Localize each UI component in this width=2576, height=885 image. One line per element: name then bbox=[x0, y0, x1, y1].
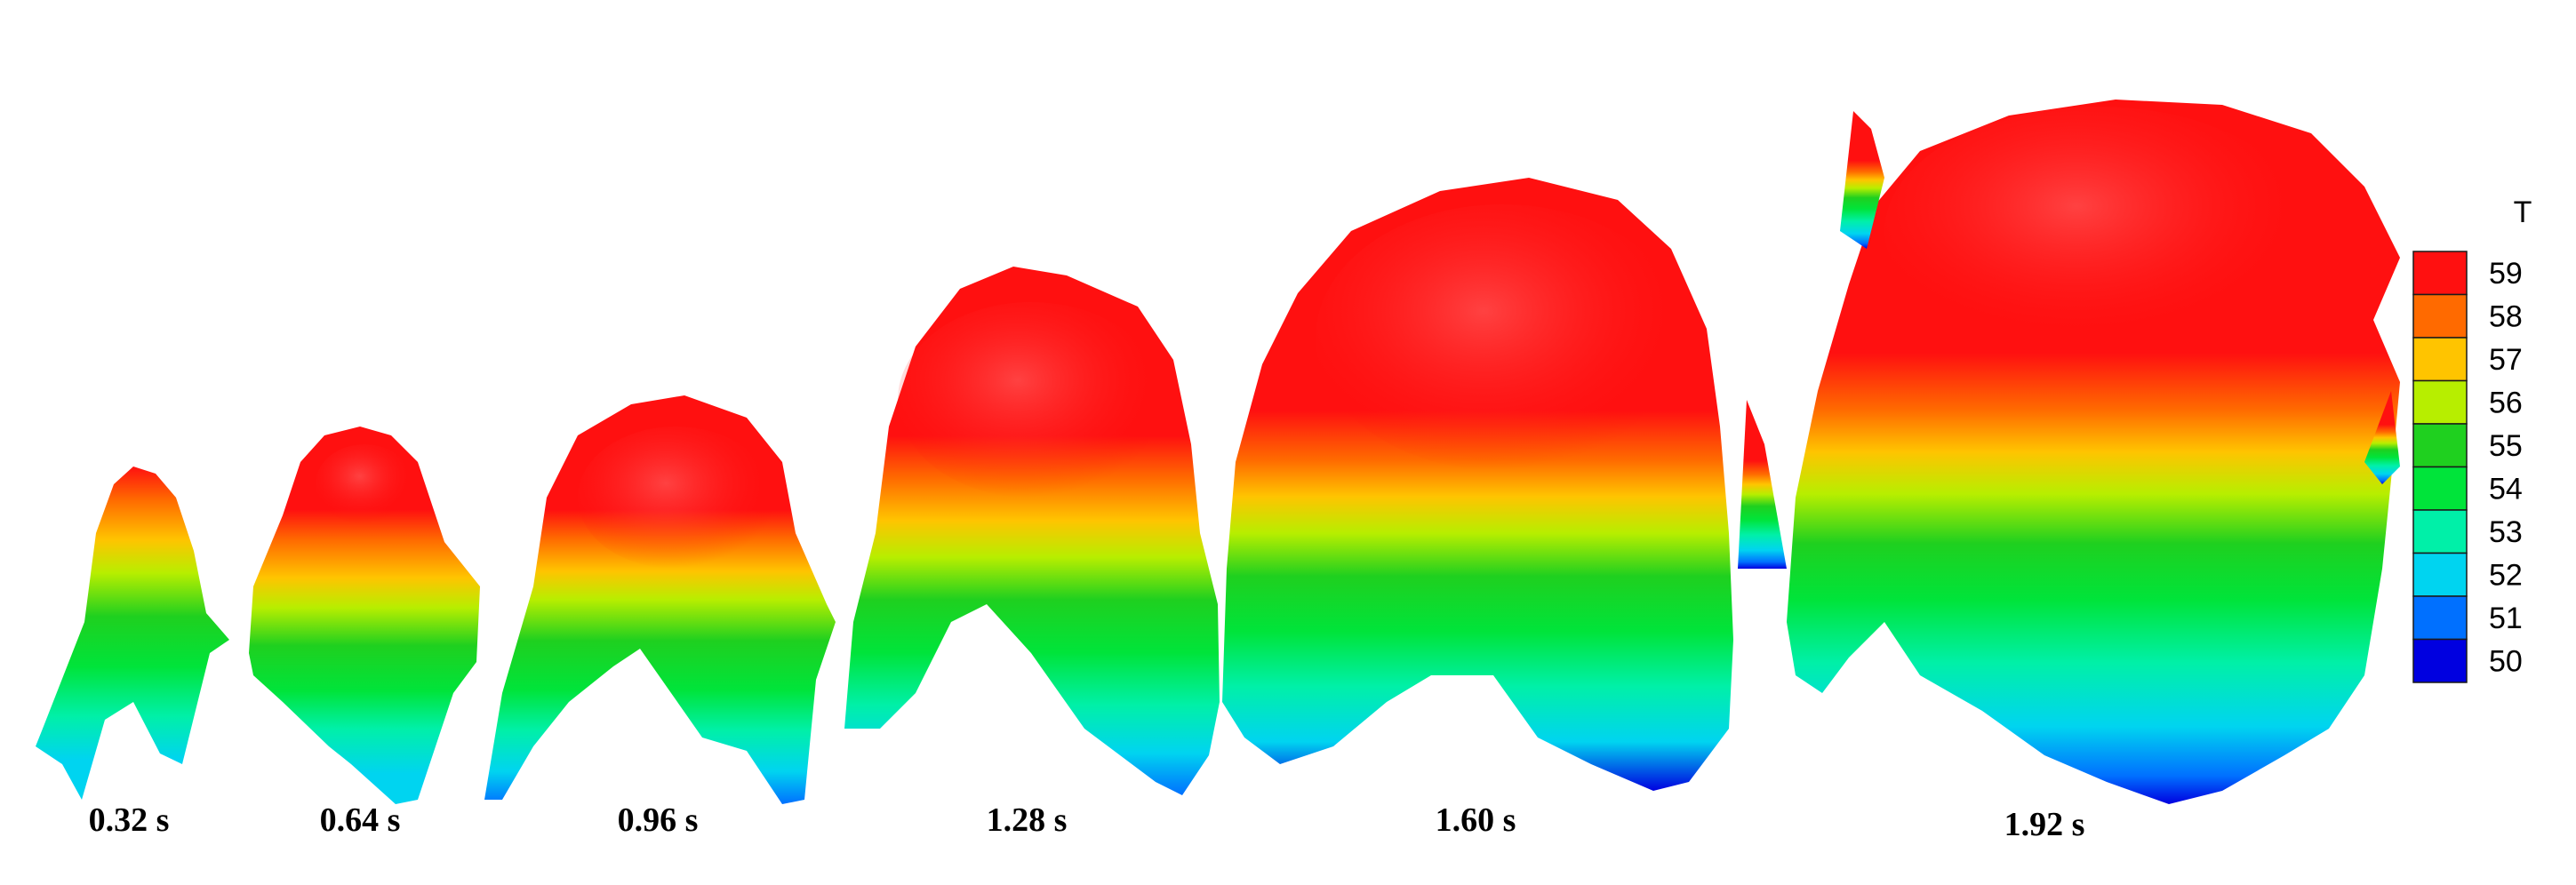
plume-snapshot-4 bbox=[844, 267, 1220, 795]
time-label: 1.28 s bbox=[987, 801, 1068, 839]
plume-snapshot-6 bbox=[1738, 100, 2400, 804]
legend-value-label: 58 bbox=[2489, 300, 2523, 334]
plume-snapshot-1 bbox=[36, 466, 229, 800]
legend-swatch bbox=[2412, 251, 2468, 296]
time-label: 0.64 s bbox=[320, 801, 401, 839]
plume-side-spike bbox=[2364, 391, 2400, 484]
plume-cap-highlight bbox=[316, 444, 413, 524]
legend-value-label: 53 bbox=[2489, 515, 2523, 549]
temperature-color-legend: T 59 58 57 56 55 54 53 52 51 50 bbox=[2412, 195, 2532, 683]
legend-swatch bbox=[2412, 293, 2468, 339]
plume-cap-highlight bbox=[578, 427, 773, 569]
plume-cap-highlight bbox=[1884, 107, 2311, 355]
legend-swatch bbox=[2412, 595, 2468, 641]
legend-swatch bbox=[2412, 466, 2468, 511]
legend-value-label: 50 bbox=[2489, 645, 2523, 679]
plume-side-spike bbox=[1840, 111, 1884, 249]
plume-side-spike bbox=[1738, 400, 1787, 569]
legend-value-label: 55 bbox=[2489, 429, 2523, 463]
legend-swatch bbox=[2412, 423, 2468, 468]
plume-snapshot-5 bbox=[1222, 178, 1733, 791]
time-label: 1.60 s bbox=[1436, 801, 1516, 839]
plume-snapshot-3 bbox=[484, 395, 836, 804]
legend-swatch bbox=[2412, 337, 2468, 382]
legend-swatch bbox=[2412, 379, 2468, 425]
plume-snapshot-2 bbox=[249, 427, 480, 804]
time-label: 0.96 s bbox=[618, 801, 699, 839]
legend-value-label: 51 bbox=[2489, 602, 2523, 635]
legend-swatch bbox=[2412, 509, 2468, 554]
plume-cap-highlight bbox=[898, 302, 1164, 498]
plume-body bbox=[249, 427, 480, 804]
plume-body bbox=[36, 466, 229, 800]
time-label: 0.32 s bbox=[89, 801, 170, 839]
legend-value-label: 59 bbox=[2489, 257, 2523, 291]
plume-cap-highlight bbox=[1316, 204, 1689, 471]
legend-value-label: 52 bbox=[2489, 559, 2523, 593]
legend-value-label: 56 bbox=[2489, 387, 2523, 420]
legend-title: T bbox=[2514, 195, 2532, 229]
legend-swatch bbox=[2412, 552, 2468, 597]
legend-value-label: 57 bbox=[2489, 343, 2523, 377]
time-label: 1.92 s bbox=[2004, 806, 2085, 843]
legend-value-label: 54 bbox=[2489, 473, 2523, 506]
legend-swatch bbox=[2412, 638, 2468, 683]
